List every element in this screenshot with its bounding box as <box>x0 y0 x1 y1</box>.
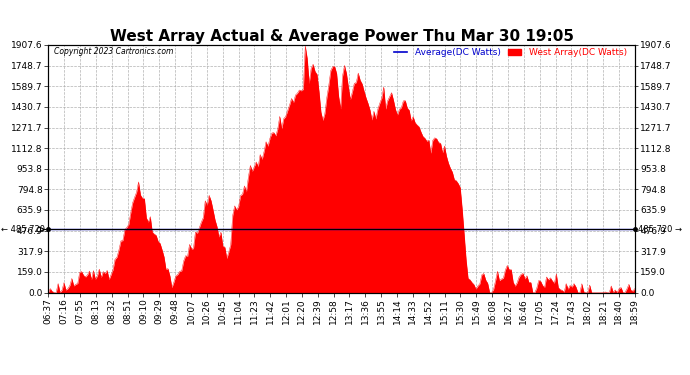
Text: Copyright 2023 Cartronics.com: Copyright 2023 Cartronics.com <box>55 48 174 57</box>
Title: West Array Actual & Average Power Thu Mar 30 19:05: West Array Actual & Average Power Thu Ma… <box>110 29 573 44</box>
Text: 485.720 →: 485.720 → <box>638 225 682 234</box>
Text: ← 485.720: ← 485.720 <box>1 225 46 234</box>
Legend: Average(DC Watts), West Array(DC Watts): Average(DC Watts), West Array(DC Watts) <box>391 45 630 61</box>
